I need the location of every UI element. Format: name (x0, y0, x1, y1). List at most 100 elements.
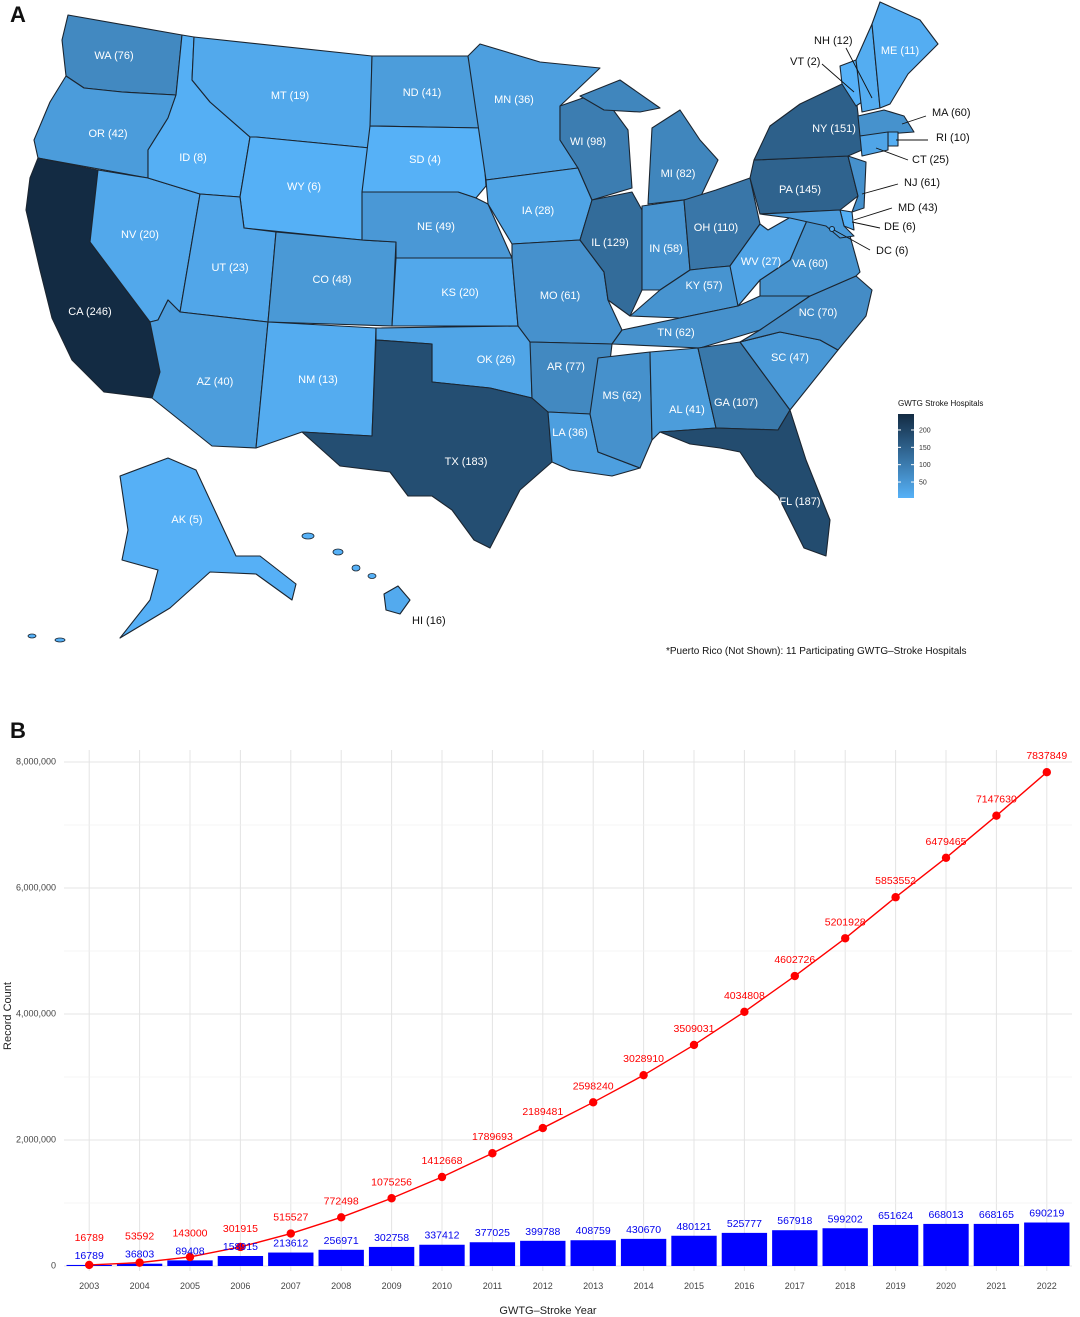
state-label-nm: NM (13) (298, 374, 338, 386)
state-ms (589, 351, 653, 469)
bar-annual-records (671, 1235, 717, 1266)
bar-annual-records (570, 1240, 616, 1266)
panel-b-label: B (10, 718, 26, 743)
cumulative-point (589, 1098, 598, 1107)
state-label-mi: MI (82) (661, 168, 696, 180)
state-label-md: MD (43) (898, 202, 938, 214)
state-label-va: VA (60) (792, 258, 828, 270)
x-tick-label: 2010 (432, 1281, 452, 1291)
state-label-la: LA (36) (552, 427, 587, 439)
bar-annual-records (721, 1232, 768, 1266)
bar-value-label: 430670 (626, 1224, 661, 1236)
bar-value-label: 567918 (777, 1215, 812, 1227)
cumulative-value-label: 16789 (75, 1232, 104, 1244)
bar-annual-records (368, 1246, 415, 1266)
cumulative-value-label: 515527 (273, 1212, 308, 1224)
state-hi (383, 585, 411, 615)
state-label-wv: WV (27) (741, 256, 781, 268)
panel-a-label: A (10, 2, 26, 27)
cumulative-point (740, 1007, 749, 1017)
cumulative-point (790, 971, 799, 981)
x-tick-label: 2014 (634, 1281, 654, 1291)
bar-annual-records (822, 1228, 868, 1266)
bar-value-label: 668165 (979, 1209, 1014, 1221)
state-ma (857, 109, 915, 137)
state-ri (887, 131, 899, 147)
bar-value-label: 480121 (676, 1221, 711, 1233)
bar-value-label: 256971 (324, 1235, 359, 1247)
bar-annual-records (268, 1252, 314, 1266)
cumulative-value-label: 1075256 (371, 1176, 412, 1188)
y-tick-label: 6,000,000 (16, 882, 56, 892)
x-axis-title: GWTG–Stroke Year (499, 1305, 597, 1317)
cumulative-value-label: 2189481 (522, 1106, 563, 1118)
cumulative-value-label: 772498 (324, 1195, 359, 1207)
cumulative-point (286, 1229, 295, 1238)
cumulative-value-label: 143000 (172, 1227, 207, 1239)
x-tick-label: 2011 (483, 1281, 502, 1291)
island-decoration (27, 532, 377, 643)
cumulative-point (85, 1260, 94, 1270)
bar-annual-records (620, 1238, 667, 1266)
bar-annual-records (167, 1260, 213, 1266)
state-label-wa: WA (76) (94, 50, 133, 62)
state-label-il: IL (129) (591, 237, 629, 249)
cumulative-point (387, 1194, 396, 1203)
state-label-az: AZ (40) (197, 376, 234, 388)
cumulative-line (89, 771, 1048, 1266)
state-tx (301, 339, 553, 549)
x-tick-label: 2018 (835, 1281, 855, 1291)
legend-tick-label: 150 (919, 445, 931, 452)
bar-value-label: 16789 (75, 1250, 104, 1262)
state-label-nh: NH (12) (814, 35, 853, 47)
x-tick-label: 2003 (79, 1281, 99, 1291)
state-label-sc: SC (47) (771, 352, 809, 364)
bar-value-label: 525777 (727, 1218, 762, 1230)
state-ak (119, 457, 297, 639)
state-label-nv: NV (20) (121, 229, 159, 241)
record-count-chart: 0 2,000,000 4,000,000 6,000,000 8,000,000 20… (2, 750, 1072, 1317)
legend-tick-label: 200 (919, 427, 931, 434)
state-me (871, 1, 939, 109)
bar-value-label: 337412 (424, 1230, 459, 1242)
y-tick-label: 8,000,000 (16, 756, 56, 766)
bar-value-label: 408759 (576, 1225, 611, 1237)
state-label-nj: NJ (61) (904, 177, 940, 189)
bar-value-label: 399788 (525, 1226, 560, 1238)
x-tick-label: 2005 (180, 1281, 200, 1291)
cumulative-point (437, 1172, 447, 1182)
x-tick-label: 2022 (1037, 1281, 1057, 1291)
state-label-ky: KY (57) (685, 280, 722, 292)
x-tick-label: 2013 (583, 1281, 603, 1291)
bar-value-label: 36803 (125, 1249, 154, 1261)
bar-value-label: 377025 (475, 1227, 510, 1239)
cumulative-point (941, 853, 951, 862)
cumulative-value-label: 3028910 (623, 1053, 664, 1065)
cumulative-point (236, 1242, 245, 1252)
state-label-mn: MN (36) (494, 94, 534, 106)
x-tick-label: 2012 (533, 1281, 553, 1291)
state-label-mo: MO (61) (540, 290, 580, 302)
state-label-sd: SD (4) (409, 154, 441, 166)
bar-value-label: 668013 (928, 1209, 963, 1221)
legend-title: GWTG Stroke Hospitals (898, 399, 983, 408)
bar-annual-records (419, 1244, 465, 1266)
cumulative-value-label: 5201928 (825, 916, 866, 928)
bar-value-label: 89408 (175, 1245, 204, 1257)
color-legend: GWTG Stroke Hospitals 200 150 100 50 (898, 399, 983, 498)
x-tick-label: 2008 (331, 1281, 351, 1291)
bar-annual-records (772, 1230, 818, 1266)
bar-annual-records (520, 1240, 566, 1266)
state-label-ks: KS (20) (441, 287, 478, 299)
bar-value-label: 158915 (223, 1241, 258, 1253)
state-label-ak: AK (5) (171, 514, 202, 526)
state-label-co: CO (48) (312, 274, 351, 286)
state-az (149, 299, 269, 449)
state-label-nd: ND (41) (403, 87, 442, 99)
y-axis-title: Record Count (2, 982, 14, 1050)
state-label-nc: NC (70) (799, 307, 838, 319)
cumulative-point (1042, 768, 1052, 777)
x-tick-label: 2021 (986, 1281, 1006, 1291)
bar-value-label: 302758 (374, 1232, 409, 1244)
state-mi (579, 79, 719, 205)
